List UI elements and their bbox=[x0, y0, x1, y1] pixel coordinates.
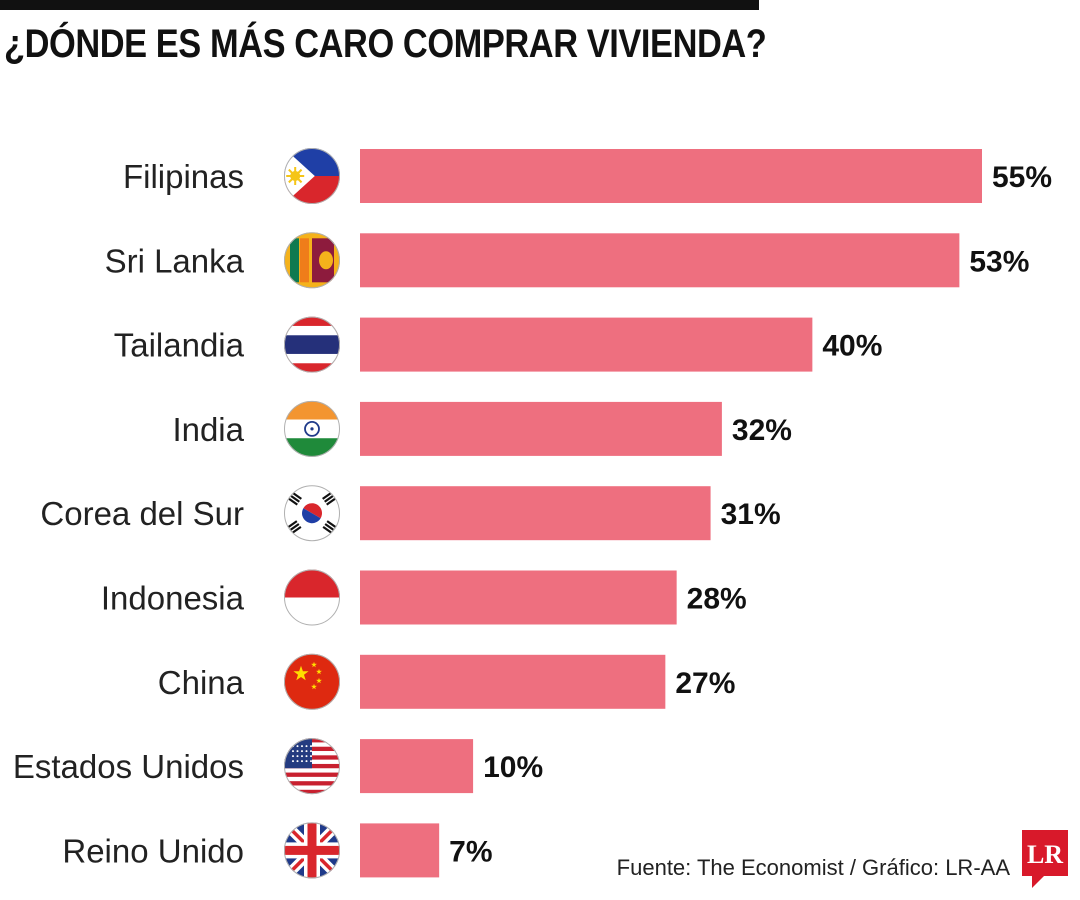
value-label: 27% bbox=[675, 667, 735, 700]
thailand-flag-icon bbox=[284, 316, 340, 373]
value-label: 7% bbox=[449, 835, 492, 868]
bar bbox=[360, 486, 711, 541]
value-label: 28% bbox=[687, 583, 747, 616]
bar bbox=[360, 233, 960, 288]
bar bbox=[360, 317, 813, 372]
lr-logo: LR bbox=[1022, 830, 1068, 888]
bar bbox=[360, 654, 666, 709]
source-credit: Fuente: The Economist / Gráfico: LR-AA bbox=[616, 855, 1010, 880]
usa-flag-icon bbox=[284, 738, 340, 795]
value-label: 10% bbox=[483, 751, 543, 784]
category-label: India bbox=[172, 411, 244, 448]
bar bbox=[360, 570, 677, 625]
sri-lanka-flag-icon bbox=[284, 232, 340, 289]
category-label: Tailandia bbox=[114, 327, 245, 364]
value-label: 40% bbox=[822, 330, 882, 363]
category-label: Reino Unido bbox=[62, 832, 244, 869]
south-korea-flag-icon bbox=[284, 485, 340, 542]
top-rule bbox=[0, 0, 759, 10]
value-label: 32% bbox=[732, 414, 792, 447]
category-label: Sri Lanka bbox=[105, 242, 245, 279]
category-label: Corea del Sur bbox=[40, 495, 244, 532]
category-label: Estados Unidos bbox=[13, 748, 244, 785]
category-label: China bbox=[158, 664, 245, 701]
value-label: 55% bbox=[992, 161, 1052, 194]
india-flag-icon bbox=[284, 400, 340, 457]
bar bbox=[360, 823, 440, 878]
philippines-flag-icon bbox=[284, 148, 340, 204]
bar bbox=[360, 149, 982, 203]
uk-flag-icon bbox=[284, 822, 340, 879]
chart-title: ¿DÓNDE ES MÁS CARO COMPRAR VIVIENDA? bbox=[4, 22, 767, 66]
logo-text: LR bbox=[1027, 840, 1063, 869]
category-label: Indonesia bbox=[101, 580, 245, 617]
indonesia-flag-icon bbox=[284, 569, 340, 626]
value-label: 31% bbox=[721, 498, 781, 531]
bar bbox=[360, 401, 722, 456]
bar bbox=[360, 739, 474, 794]
category-label: Filipinas bbox=[123, 158, 244, 195]
value-label: 53% bbox=[969, 245, 1029, 278]
china-flag-icon bbox=[284, 653, 340, 710]
